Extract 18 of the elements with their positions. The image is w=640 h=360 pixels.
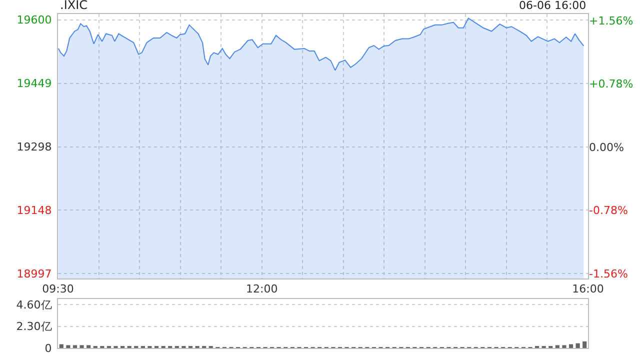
y-tick-label: 19298: [16, 140, 52, 154]
y-tick-label: 19600: [16, 14, 52, 27]
y-tick-label: 19449: [16, 77, 52, 90]
y2-tick-label: +1.56%: [589, 14, 634, 28]
y2-tick-label: +0.78%: [589, 78, 634, 91]
x-tick-label: 09:30: [42, 282, 74, 296]
chart-title: .IXIC: [60, 0, 88, 12]
y2-tick-label: -1.56%: [589, 267, 628, 280]
text: 06-06 16:00: [519, 0, 586, 12]
y-tick-label: 0: [44, 342, 52, 355]
y-tick-label: 18997: [16, 267, 52, 280]
y-tick-label: 2.30亿: [16, 320, 52, 334]
y-tick-label: 19148: [16, 204, 52, 217]
x-tick-label: 12:00: [246, 282, 278, 296]
y-tick-label: 4.60亿: [16, 298, 52, 312]
y2-tick-label: 0.00%: [589, 140, 624, 154]
y2-tick-label: -0.78%: [589, 204, 628, 218]
x-tick-label: 16:00: [572, 282, 604, 296]
